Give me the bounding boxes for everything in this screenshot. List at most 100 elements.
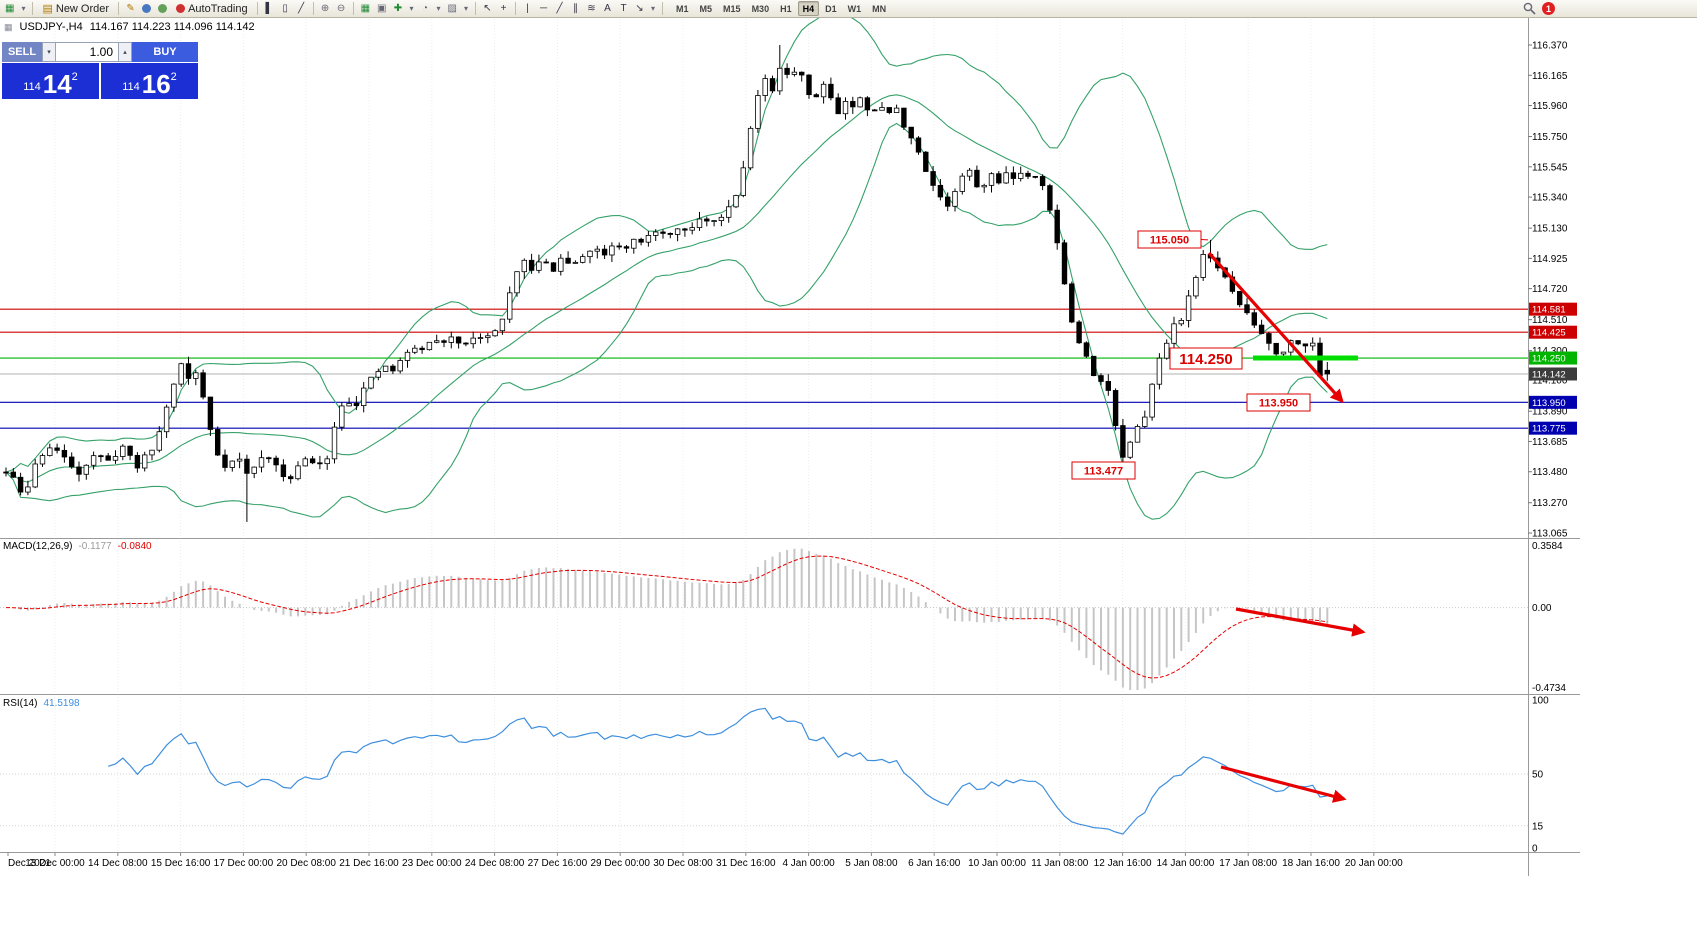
one-click-top-row: SELL ▾ 1.00 ▴ BUY: [2, 42, 198, 62]
candle-body: [32, 463, 38, 488]
new-chart-button[interactable]: ▦: [2, 1, 17, 17]
time-label: 12 Jan 16:00: [1094, 858, 1152, 869]
crosshair-button[interactable]: +: [496, 1, 511, 17]
annotation-text[interactable]: 113.477: [1084, 465, 1123, 477]
navigator-button[interactable]: [155, 1, 170, 17]
volume-input[interactable]: 1.00: [56, 42, 118, 62]
price-label: 114.510: [1532, 315, 1568, 326]
timeframe-d1[interactable]: D1: [825, 3, 837, 14]
trend-arrow[interactable]: [1207, 251, 1344, 403]
zoom-in-button[interactable]: ⊕: [318, 1, 333, 17]
fibonacci-button[interactable]: ≋: [584, 1, 599, 17]
cursor-button[interactable]: ↖: [480, 1, 495, 17]
time-label: 20 Jan 00:00: [1345, 858, 1403, 869]
volume-increase-button[interactable]: ▴: [118, 42, 132, 62]
chart-candles-button[interactable]: ▯: [278, 1, 293, 17]
candle-body: [287, 476, 294, 480]
candle-body: [1164, 342, 1170, 359]
candle-body: [477, 337, 484, 339]
candle-body: [645, 235, 652, 243]
candle-body: [682, 228, 688, 231]
horizontal-line-button[interactable]: ─: [536, 1, 551, 17]
text-label-button[interactable]: T: [616, 1, 631, 17]
timeframe-m5[interactable]: M5: [699, 3, 713, 14]
candle-body: [368, 376, 374, 389]
bid-price-display[interactable]: 114 14 2: [2, 63, 99, 99]
ask-pipette: 2: [170, 71, 177, 83]
sell-button[interactable]: SELL: [2, 42, 42, 62]
ask-price-display[interactable]: 114 16 2: [101, 63, 198, 99]
chart-line-button[interactable]: ╱: [294, 1, 309, 17]
text-button[interactable]: A: [600, 1, 615, 17]
trend-arrow[interactable]: [1235, 607, 1366, 637]
annotation-box[interactable]: [1071, 461, 1136, 480]
metaeditor-button[interactable]: ✎: [123, 1, 138, 17]
level-price-box[interactable]: [1529, 395, 1577, 409]
autotrading-button[interactable]: AutoTrading: [171, 1, 253, 17]
annotation-box[interactable]: [1137, 230, 1202, 249]
cascade-windows-button[interactable]: ▣: [374, 1, 389, 17]
indicators-button[interactable]: ✚: [391, 1, 406, 17]
timeframe-mn[interactable]: MN: [872, 3, 887, 14]
price-label: 113.890: [1532, 407, 1568, 418]
timeframe-m15[interactable]: M15: [723, 3, 741, 14]
level-price-box[interactable]: [1529, 367, 1577, 381]
templates-button[interactable]: ▨: [445, 1, 460, 17]
annotation-text[interactable]: 113.950: [1259, 397, 1298, 409]
timeframe-m30[interactable]: M30: [751, 3, 770, 14]
annotation-box[interactable]: [1169, 347, 1243, 370]
timeframe-m1[interactable]: M1: [676, 3, 689, 14]
candle-body: [1025, 172, 1031, 177]
search-icon[interactable]: [1523, 2, 1536, 15]
timeframe-h4[interactable]: H4: [797, 1, 820, 16]
ask-whole: 114: [122, 81, 140, 93]
profiles-dropdown[interactable]: ▾: [21, 3, 26, 13]
candle-body: [660, 231, 666, 234]
candle-body: [1295, 340, 1301, 345]
annotation-box[interactable]: [1246, 393, 1311, 412]
level-price-box[interactable]: [1529, 351, 1577, 365]
tile-windows-button[interactable]: ▦: [358, 1, 373, 17]
candle-body: [1054, 209, 1060, 244]
periods-dropdown[interactable]: ▾: [436, 3, 441, 13]
chart-bars-button[interactable]: ▌: [262, 1, 277, 17]
arrows-dropdown[interactable]: ▾: [651, 3, 656, 13]
annotation-text[interactable]: 114.250: [1179, 351, 1232, 368]
level-price-box[interactable]: [1529, 302, 1577, 316]
templates-dropdown[interactable]: ▾: [463, 3, 468, 13]
ohlc-values: 114.167 114.223 114.096 114.142: [89, 21, 255, 33]
timeframe-h1[interactable]: H1: [780, 3, 792, 14]
periods-button[interactable]: ◔: [418, 1, 433, 17]
macd-scale[interactable]: 0.3584 0.00 -0.4734: [1532, 541, 1566, 694]
price-annotations[interactable]: 115.050 114.250 113.950 113.477: [1071, 230, 1311, 480]
zoom-out-button[interactable]: ⊖: [334, 1, 349, 17]
new-order-button[interactable]: ▤ New Order: [37, 1, 114, 17]
time-label: 30 Dec 08:00: [653, 858, 713, 869]
candle-body: [550, 262, 557, 272]
channel-button[interactable]: ∥: [568, 1, 583, 17]
candle-body: [214, 429, 221, 456]
candle-body: [784, 67, 790, 75]
buy-button[interactable]: BUY: [132, 42, 198, 62]
timeframe-w1[interactable]: W1: [847, 3, 862, 14]
candle-body: [828, 83, 834, 99]
level-price-box[interactable]: [1529, 421, 1577, 435]
level-price-box[interactable]: [1529, 325, 1577, 339]
arrows-button[interactable]: ↘: [632, 1, 647, 17]
candle-body: [266, 457, 272, 460]
level-price-label: 114.250: [1532, 354, 1566, 365]
trendline-button[interactable]: ╱: [552, 1, 567, 17]
trend-arrow[interactable]: [1220, 765, 1347, 803]
annotation-text[interactable]: 115.050: [1150, 234, 1189, 246]
price-scale[interactable]: 116.370 116.165 115.960 115.750 115.545 115.3…: [1528, 41, 1577, 540]
volume-decrease-button[interactable]: ▾: [42, 42, 56, 62]
notification-badge[interactable]: 1: [1542, 2, 1555, 15]
vertical-line-button[interactable]: |: [520, 1, 535, 17]
macd-signal-line: [5, 555, 1328, 679]
indicators-dropdown[interactable]: ▾: [409, 3, 414, 13]
market-watch-button[interactable]: [139, 1, 154, 17]
rsi-scale[interactable]: 100 50 15 0: [1532, 696, 1549, 855]
price-label: 116.370: [1532, 41, 1568, 52]
